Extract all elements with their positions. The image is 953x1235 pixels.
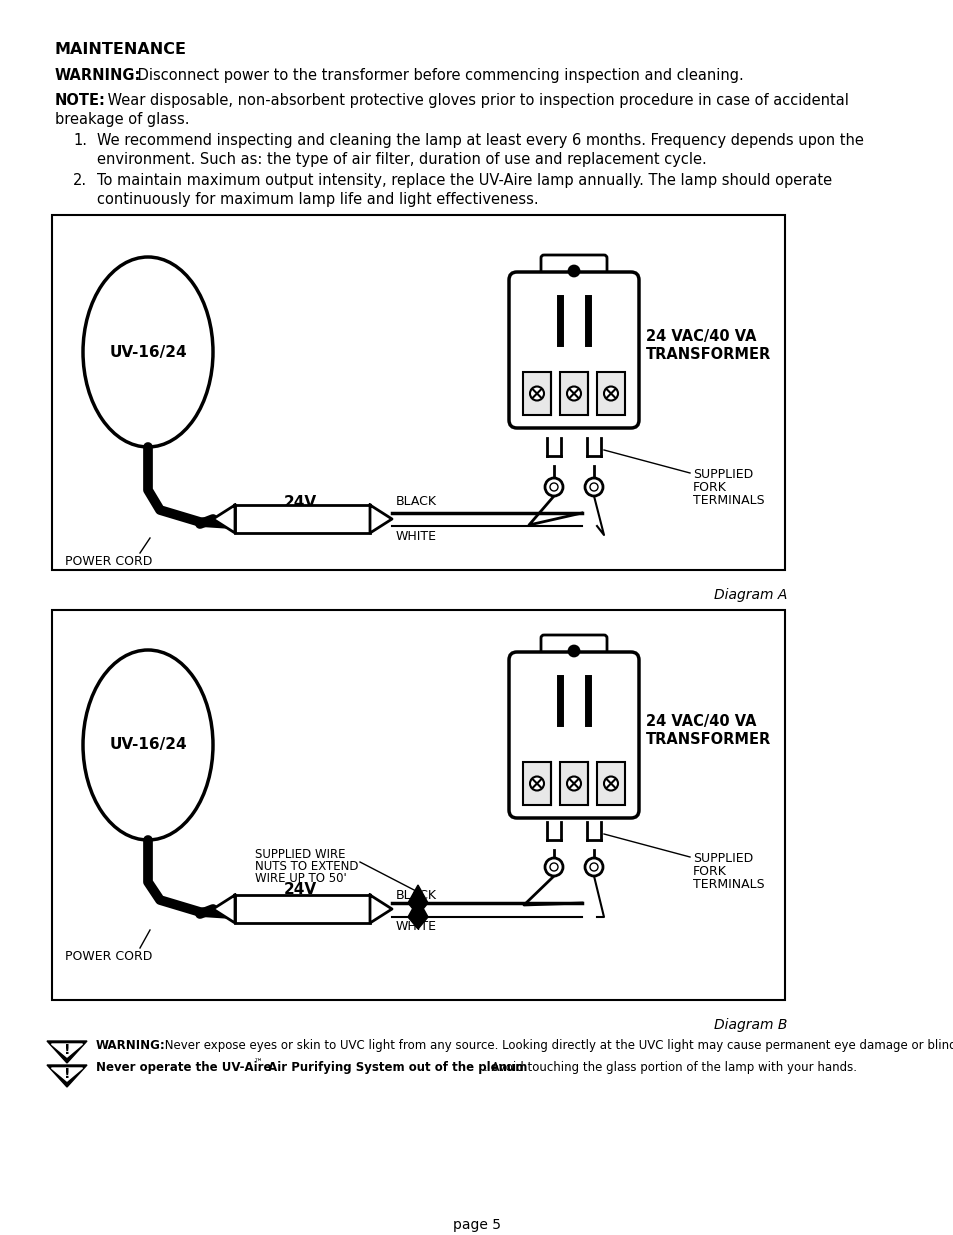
Polygon shape [408, 899, 428, 929]
Circle shape [603, 777, 618, 790]
Text: TERMINALS: TERMINALS [692, 878, 763, 890]
Circle shape [589, 483, 598, 492]
Text: Diagram B: Diagram B [713, 1018, 786, 1032]
Bar [559, 762, 587, 805]
Polygon shape [47, 1065, 87, 1087]
Text: FORK: FORK [692, 864, 726, 878]
Circle shape [584, 858, 602, 876]
Text: continuously for maximum lamp life and light effectiveness.: continuously for maximum lamp life and l… [97, 191, 538, 207]
Text: 2.: 2. [73, 173, 87, 188]
Text: WIRE UP TO 50': WIRE UP TO 50' [254, 872, 346, 885]
FancyBboxPatch shape [540, 635, 606, 663]
Polygon shape [408, 885, 428, 915]
Text: breakage of glass.: breakage of glass. [55, 112, 190, 127]
Text: POWER CORD: POWER CORD [65, 555, 152, 568]
Text: !: ! [64, 1067, 71, 1081]
Bar [597, 762, 624, 805]
Text: 24V: 24V [283, 882, 316, 897]
Bar [597, 372, 624, 415]
Polygon shape [51, 1068, 82, 1081]
Circle shape [566, 777, 580, 790]
Circle shape [568, 646, 578, 656]
Bar [522, 762, 551, 805]
Text: NUTS TO EXTEND: NUTS TO EXTEND [254, 860, 358, 873]
Text: Diagram A: Diagram A [713, 588, 786, 601]
Text: FORK: FORK [692, 480, 726, 494]
Text: BLACK: BLACK [395, 495, 436, 508]
Circle shape [589, 863, 598, 871]
Polygon shape [370, 505, 392, 534]
Bar [522, 372, 551, 415]
Text: environment. Such as: the type of air filter, duration of use and replacement cy: environment. Such as: the type of air fi… [97, 152, 706, 167]
FancyBboxPatch shape [509, 652, 639, 818]
Text: 1.: 1. [73, 133, 87, 148]
Bar [559, 372, 587, 415]
Text: MAINTENANCE: MAINTENANCE [55, 42, 187, 57]
Text: SUPPLIED: SUPPLIED [692, 468, 753, 480]
Circle shape [530, 387, 543, 400]
Circle shape [544, 478, 562, 496]
Text: We recommend inspecting and cleaning the lamp at least every 6 months. Frequency: We recommend inspecting and cleaning the… [97, 133, 863, 148]
Bar [234, 505, 370, 534]
Text: WARNING:: WARNING: [55, 68, 141, 83]
Polygon shape [213, 505, 234, 534]
Text: Never operate the UV-Aire: Never operate the UV-Aire [96, 1061, 272, 1074]
Bar [52, 215, 784, 571]
FancyBboxPatch shape [540, 254, 606, 283]
Bar [52, 610, 784, 1000]
Circle shape [603, 387, 618, 400]
Text: UV-16/24: UV-16/24 [109, 737, 187, 752]
Text: 24 VAC/40 VA: 24 VAC/40 VA [645, 714, 756, 729]
Text: . Avoid touching the glass portion of the lamp with your hands.: . Avoid touching the glass portion of th… [483, 1061, 856, 1074]
Text: NOTE:: NOTE: [55, 93, 106, 107]
Text: Wear disposable, non-absorbent protective gloves prior to inspection procedure i: Wear disposable, non-absorbent protectiv… [103, 93, 848, 107]
Text: WHITE: WHITE [395, 530, 436, 543]
Text: BLACK: BLACK [395, 889, 436, 902]
Text: POWER CORD: POWER CORD [65, 950, 152, 963]
Text: 24V: 24V [283, 495, 316, 510]
Text: TRANSFORMER: TRANSFORMER [645, 347, 770, 362]
Text: Never expose eyes or skin to UVC light from any source. Looking directly at the : Never expose eyes or skin to UVC light f… [161, 1039, 953, 1052]
Circle shape [530, 777, 543, 790]
Ellipse shape [83, 257, 213, 447]
Polygon shape [51, 1044, 82, 1057]
Text: TERMINALS: TERMINALS [692, 494, 763, 508]
Text: page 5: page 5 [453, 1218, 500, 1233]
Circle shape [584, 478, 602, 496]
Bar [234, 895, 370, 923]
Text: 24 VAC/40 VA: 24 VAC/40 VA [645, 329, 756, 345]
Text: WARNING:: WARNING: [96, 1039, 166, 1052]
Text: To maintain maximum output intensity, replace the UV-Aire lamp annually. The lam: To maintain maximum output intensity, re… [97, 173, 831, 188]
Text: OUTPUT: OUTPUT [265, 508, 335, 522]
Ellipse shape [83, 650, 213, 840]
Circle shape [550, 863, 558, 871]
Text: OUTPUT: OUTPUT [265, 895, 335, 910]
Text: !: ! [64, 1044, 71, 1057]
Polygon shape [370, 895, 392, 923]
Text: Disconnect power to the transformer before commencing inspection and cleaning.: Disconnect power to the transformer befo… [132, 68, 743, 83]
Circle shape [550, 483, 558, 492]
Text: TRANSFORMER: TRANSFORMER [645, 732, 770, 747]
Circle shape [568, 266, 578, 275]
Text: SUPPLIED: SUPPLIED [692, 852, 753, 864]
Text: SUPPLIED WIRE: SUPPLIED WIRE [254, 848, 345, 861]
Text: WHITE: WHITE [395, 920, 436, 932]
FancyBboxPatch shape [509, 272, 639, 429]
Text: UV-16/24: UV-16/24 [109, 345, 187, 359]
Text: Air Purifying System out of the plenum: Air Purifying System out of the plenum [264, 1061, 527, 1074]
Circle shape [544, 858, 562, 876]
Polygon shape [213, 895, 234, 923]
Text: ™: ™ [253, 1058, 263, 1067]
Circle shape [566, 387, 580, 400]
Polygon shape [47, 1041, 87, 1063]
